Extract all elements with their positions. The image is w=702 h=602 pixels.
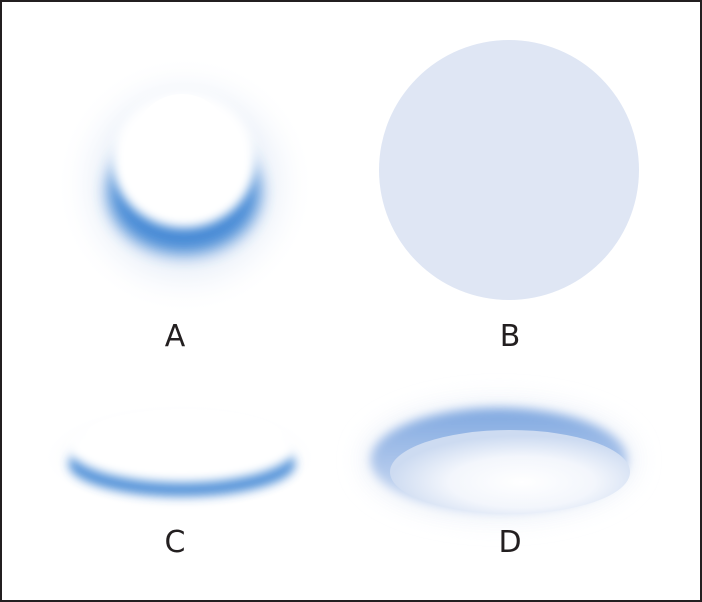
- label-c: C: [164, 525, 186, 560]
- figure-d: [365, 404, 633, 516]
- figure-b: [379, 40, 639, 300]
- label-a: A: [164, 319, 186, 354]
- figure-b-disk: [379, 40, 639, 300]
- figure-c: [42, 404, 318, 512]
- label-b: B: [499, 319, 521, 354]
- figure-a-core: [134, 94, 230, 190]
- figure-a: [55, 55, 315, 315]
- label-d: D: [498, 525, 522, 560]
- figure-c-core: [86, 409, 282, 461]
- figure-d-bowl: [390, 430, 630, 514]
